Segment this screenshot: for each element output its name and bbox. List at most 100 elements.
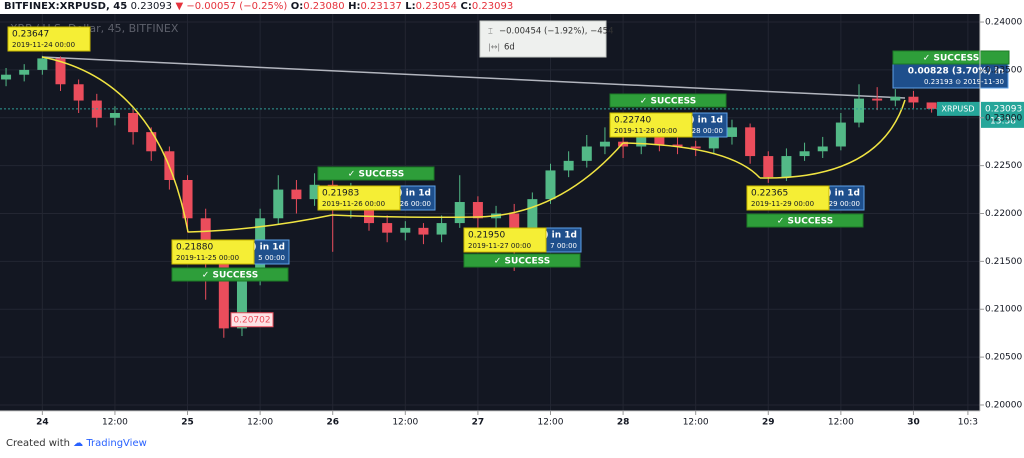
y-tick-label: 0.22500 (985, 161, 1022, 171)
candle-body (509, 213, 520, 228)
l-label: L: (405, 1, 416, 12)
result-date: 11-29 00:00 (817, 200, 860, 208)
entry-date: 2019-11-26 00:00 (322, 200, 385, 208)
result-text: %) in 1d (243, 243, 285, 253)
measure-icon: ⌶ (488, 27, 493, 36)
o: 0.23080 (303, 1, 345, 12)
y-tick-label: 0.23500 (985, 65, 1022, 75)
c-label: C: (460, 1, 472, 12)
y-tick-label: 0.23000 (985, 113, 1022, 123)
result-text: .65%) in 1d (802, 189, 860, 199)
y-tick-label: 0.24000 (985, 18, 1022, 28)
result-box (892, 63, 1009, 89)
result-date: 11-26 00:00 (388, 200, 431, 208)
measure-icon: |↔| (488, 43, 500, 52)
candle-body (817, 146, 828, 152)
candle-body (454, 202, 465, 224)
candle-body (745, 127, 756, 157)
success-text: ✓ SUCCESS (494, 257, 550, 267)
x-tick-label: 10:3 (958, 418, 978, 428)
x-tick-label: 12:00 (538, 418, 564, 428)
created: Created with (6, 438, 70, 449)
candle-body (309, 184, 320, 200)
last-price-name: XRPUSD (942, 104, 975, 113)
candle-body (128, 112, 139, 133)
candle-body (854, 98, 865, 123)
x-tick-label: 29 (762, 418, 775, 428)
success-text: ✓ SUCCESS (202, 271, 258, 281)
success-badge (463, 253, 581, 268)
entry-price: 0.21880 (176, 243, 213, 253)
candle-body (146, 132, 157, 152)
low-marker-label: 0.20702 (233, 315, 270, 325)
x-tick-label: 12:00 (828, 418, 854, 428)
header: BITFINEX:XRPUSD, 45 0.23093 ▼ −0.00057 (… (4, 1, 513, 12)
result-text: 0.00828 (3.70%) in (908, 67, 1004, 77)
y-tick-label: 0.21500 (985, 257, 1022, 267)
arrow (477, 142, 624, 218)
candle-body (291, 189, 302, 200)
l: 0.23054 (415, 1, 458, 12)
measure-change: −0.00454 (−1.92%), −454 (499, 27, 613, 37)
candle-body (418, 227, 429, 235)
brand[interactable]: TradingView (86, 438, 147, 449)
success-badge (171, 267, 289, 282)
candle-body (236, 280, 247, 329)
candle-body (763, 156, 774, 178)
candle-body (618, 141, 629, 147)
entry-date: 2019-11-29 00:00 (751, 200, 814, 208)
candle-body (182, 179, 193, 219)
candle-body (436, 223, 447, 235)
logo: ☁ (73, 438, 84, 449)
result-text: .5%) in 1d (526, 231, 577, 241)
h-label: H: (348, 1, 361, 12)
candle-body (400, 227, 411, 233)
trade-arrows (41, 56, 906, 233)
success-badge (609, 93, 727, 108)
success-text: ✓ SUCCESS (348, 170, 404, 180)
y-tick-label: 0.20000 (985, 400, 1022, 410)
arrow (759, 99, 906, 179)
last-price-bg (981, 101, 1024, 128)
countdown: 13:38 (990, 116, 1016, 126)
x-tick-label: 12:00 (247, 418, 273, 428)
candle-body (545, 170, 556, 200)
entry-box (317, 185, 401, 211)
entry-box (463, 227, 547, 253)
candle-body (19, 69, 30, 75)
candle-body (781, 156, 792, 178)
last: 0.23093 (130, 1, 173, 12)
candle-body (872, 98, 883, 101)
h: 0.23137 (360, 1, 402, 12)
arrow (41, 56, 189, 233)
plot-background (0, 14, 980, 411)
candle-body (835, 122, 846, 147)
symbol: BITFINEX:XRPUSD, 45 (4, 1, 128, 12)
entry-price: 0.22740 (614, 116, 651, 126)
entry-box (171, 239, 255, 265)
footer: Created with ☁ TradingView (6, 438, 147, 449)
entry-price: 0.21950 (468, 231, 505, 241)
result-date: 11-28 00:00 (680, 127, 723, 135)
entry-date: 2019-11-25 00:00 (176, 254, 239, 262)
entry-date: 2019-11-28 00:00 (614, 127, 677, 135)
candle-body (890, 96, 901, 101)
candle-body (273, 189, 284, 219)
candle-body (37, 58, 48, 70)
result-text: 4%) in 1d (383, 189, 431, 199)
candle-body (472, 202, 483, 219)
candle-body (690, 146, 701, 149)
o-label: O: (290, 1, 304, 12)
arrow (187, 214, 333, 233)
success-text: ✓ SUCCESS (777, 217, 833, 227)
candle-body (726, 127, 737, 137)
success-text: ✓ SUCCESS (640, 97, 696, 107)
candle-body (708, 136, 719, 149)
x-tick-label: 26 (326, 418, 339, 428)
measure-bg (479, 20, 607, 58)
trend-line (41, 56, 906, 99)
change: ▼ −0.00057 (−0.25%) (175, 1, 288, 12)
candle-body (73, 84, 84, 101)
x-tick-label: 12:00 (392, 418, 418, 428)
